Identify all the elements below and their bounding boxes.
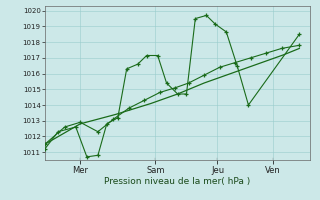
- X-axis label: Pression niveau de la mer( hPa ): Pression niveau de la mer( hPa ): [104, 177, 251, 186]
